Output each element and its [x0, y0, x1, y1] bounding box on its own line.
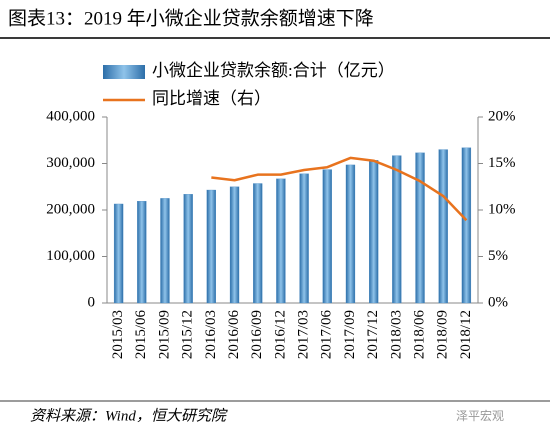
bar	[206, 189, 216, 304]
x-tick-label: 2018/12	[458, 310, 474, 359]
y-tick-label: 200,000	[46, 201, 95, 217]
line	[211, 156, 468, 222]
bar	[276, 178, 286, 304]
bar	[160, 198, 170, 304]
x-tick-label: 2016/03	[203, 310, 219, 359]
y2-tick-label: 10%	[488, 201, 516, 217]
bar	[392, 155, 402, 304]
y2-tick-label: 15%	[488, 155, 516, 171]
watermark: 泽平宏观	[456, 408, 504, 423]
bar	[322, 169, 332, 304]
source: 资料来源：Wind，恒大研究院	[30, 407, 228, 424]
legend-label: 小微企业贷款余额:合计（亿元）	[152, 61, 395, 80]
bar	[183, 194, 193, 304]
x-tick-label: 2015/06	[133, 310, 149, 360]
bar	[253, 183, 263, 304]
y-tick-label: 400,000	[46, 108, 95, 124]
y2-tick-label: 5%	[488, 248, 508, 264]
x-tick-label: 2015/09	[156, 310, 172, 359]
bar	[369, 160, 379, 304]
y-tick-label: 300,000	[46, 155, 95, 171]
y-tick-label: 100,000	[46, 248, 95, 264]
x-tick-label: 2017/03	[296, 310, 312, 359]
y2-tick-label: 0%	[488, 294, 508, 310]
chart-title: 图表13：2019 年小微企业贷款余额增速下降	[8, 7, 374, 29]
x-tick-label: 2018/06	[411, 310, 427, 360]
bar	[345, 164, 356, 304]
legend-label: 同比增速（右）	[152, 89, 271, 108]
bar	[229, 186, 240, 304]
x-tick-label: 2016/06	[226, 310, 242, 360]
bar	[461, 147, 472, 304]
y2-tick-label: 20%	[488, 108, 516, 124]
x-tick-label: 2018/03	[388, 310, 404, 359]
legend-swatch	[103, 65, 145, 79]
x-tick-label: 2017/12	[365, 310, 381, 359]
bar	[415, 152, 425, 304]
x-tick-label: 2015/12	[180, 310, 196, 359]
bar	[438, 149, 448, 304]
bar	[299, 173, 309, 304]
y-tick-label: 0	[88, 294, 96, 310]
x-tick-label: 2016/09	[249, 310, 265, 359]
x-tick-label: 2015/03	[110, 310, 126, 359]
x-tick-label: 2017/09	[342, 310, 358, 359]
x-tick-label: 2018/09	[435, 310, 451, 359]
x-tick-label: 2017/06	[319, 310, 335, 360]
bar	[137, 201, 147, 304]
bar	[113, 203, 124, 304]
x-tick-label: 2016/12	[272, 310, 288, 359]
